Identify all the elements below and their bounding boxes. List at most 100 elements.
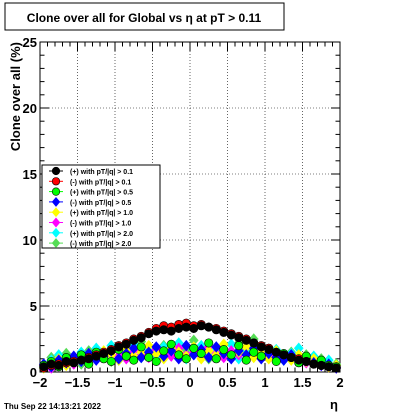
data-point	[61, 356, 71, 366]
data-point	[99, 349, 109, 359]
x-tick-label: −2	[33, 375, 48, 390]
legend-marker	[51, 177, 61, 186]
data-point	[196, 321, 206, 331]
legend-label: (+) with pT/|q| > 0.1	[70, 169, 133, 176]
legend-label: (+) with pT/|q| > 0.5	[70, 190, 133, 197]
legend-label: (-) with pT/|q| > 0.5	[70, 200, 131, 207]
axis-ticks	[39, 41, 341, 373]
data-point	[211, 354, 221, 364]
data-point	[286, 352, 296, 362]
data-point	[46, 359, 56, 369]
data-point	[203, 345, 214, 357]
data-point	[256, 351, 266, 361]
data-point	[301, 356, 311, 366]
x-tick-label: 1	[261, 375, 268, 390]
data-point	[226, 330, 236, 340]
data-point	[144, 352, 154, 362]
data-point	[271, 356, 281, 366]
data-point	[128, 342, 139, 354]
y-tick-label: 0	[30, 365, 37, 380]
y-tick-label: 20	[23, 101, 37, 116]
data-point	[211, 325, 221, 335]
data-point	[121, 339, 131, 349]
data-point	[136, 342, 146, 352]
data-point	[204, 338, 214, 348]
legend-label: (-) with pT/|q| > 0.1	[70, 179, 131, 186]
legend-marker	[51, 196, 61, 207]
data-point	[279, 350, 289, 360]
data-point	[226, 350, 236, 360]
data-point	[234, 341, 244, 351]
legend-label: (-) with pT/|q| > 1.0	[70, 221, 131, 228]
data-point	[174, 323, 184, 333]
data-point	[129, 335, 139, 345]
data-point	[174, 350, 184, 360]
x-tick-label: −1	[108, 375, 123, 390]
data-point	[76, 355, 86, 365]
y-tick-label: 5	[30, 299, 37, 314]
data-point	[249, 347, 259, 357]
x-tick-label: 0.5	[218, 375, 236, 390]
data-point	[316, 360, 326, 370]
data-point	[271, 347, 281, 357]
data-point	[196, 349, 206, 359]
data-point	[211, 341, 222, 353]
x-tick-labels: −2 −1.5 −1 −0.5 0 0.5 1 1.5 2	[33, 375, 344, 390]
data-point	[241, 335, 251, 345]
legend-marker	[51, 166, 61, 176]
x-tick-label: 1.5	[293, 375, 311, 390]
data-point	[241, 349, 252, 361]
data-point	[188, 334, 199, 347]
data-point	[91, 351, 101, 361]
chart-title: Clone over all for Global vs η at pT > 0…	[27, 11, 262, 25]
y-tick-label: 10	[23, 233, 37, 248]
data-point	[226, 338, 237, 350]
legend: (+) with pT/|q| > 0.1 (-) with pT/|q| > 0…	[49, 166, 133, 249]
data-point	[204, 322, 214, 332]
x-axis-label: η	[330, 397, 338, 412]
data-point	[181, 354, 191, 364]
data-point	[54, 360, 64, 370]
legend-box	[41, 164, 161, 249]
data-points	[38, 318, 342, 374]
data-point	[129, 355, 139, 365]
data-point	[218, 338, 229, 350]
data-point	[136, 351, 147, 364]
data-point	[144, 329, 154, 339]
data-point	[136, 333, 146, 343]
data-point	[331, 363, 341, 373]
data-point	[181, 322, 191, 332]
title-box	[4, 2, 285, 31]
data-point	[256, 342, 266, 352]
data-point	[151, 326, 161, 336]
y-tick-labels: 0 5 10 15 20 25	[23, 35, 37, 380]
data-point	[106, 356, 116, 366]
data-point	[293, 342, 304, 354]
data-point	[159, 325, 169, 335]
x-tick-label: −1.5	[65, 375, 91, 390]
data-point	[166, 326, 176, 336]
data-point	[241, 341, 252, 353]
data-point	[151, 356, 161, 366]
y-tick-label: 25	[23, 35, 37, 50]
legend-label: (+) with pT/|q| > 1.0	[70, 210, 133, 217]
data-point	[143, 339, 154, 352]
data-point	[158, 350, 169, 362]
data-point	[241, 355, 251, 365]
y-tick-label: 15	[23, 167, 37, 182]
legend-label: (+) with pT/|q| > 2.0	[70, 231, 133, 238]
data-point	[189, 323, 199, 333]
data-point	[68, 350, 79, 362]
data-point	[121, 351, 131, 361]
data-point	[203, 351, 214, 364]
data-point	[309, 359, 319, 369]
data-point	[219, 327, 229, 337]
legend-marker	[51, 207, 61, 218]
data-point	[294, 355, 304, 365]
data-point	[114, 342, 124, 352]
data-point	[166, 339, 176, 349]
legend-marker	[51, 238, 61, 249]
data-point	[151, 347, 162, 360]
data-point	[264, 345, 274, 355]
data-point	[181, 339, 192, 352]
